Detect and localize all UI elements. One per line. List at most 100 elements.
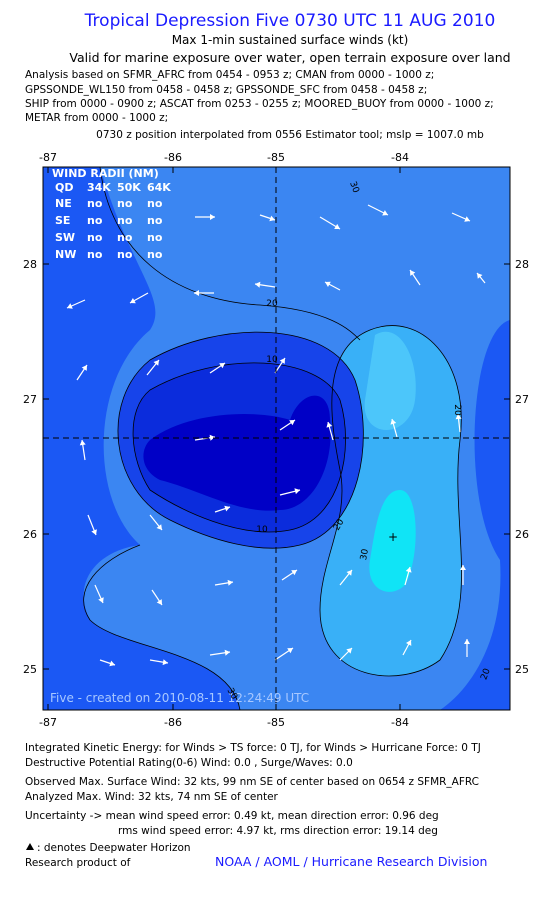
- footer-line: Observed Max. Surface Wind: 32 kts, 99 n…: [25, 776, 479, 788]
- radii-cell: no: [117, 248, 133, 261]
- wind-vector-head: [279, 358, 285, 364]
- wind-vector-head: [79, 440, 86, 446]
- wind-vector-head: [227, 579, 233, 586]
- analysis-line: SHIP from 0000 - 0900 z; ASCAT from 0253…: [25, 98, 494, 110]
- lat-label: 25: [23, 663, 37, 676]
- lat-label: 28: [515, 258, 529, 271]
- wind-vector-head: [346, 570, 352, 576]
- wind-vector-head: [224, 649, 230, 656]
- wind-vector-head: [224, 505, 230, 512]
- lon-label: -84: [391, 151, 409, 164]
- radii-cell: no: [147, 248, 163, 261]
- validity: Valid for marine exposure over water, op…: [69, 50, 510, 65]
- radii-cell: SE: [55, 214, 70, 227]
- radii-header: 34K: [87, 181, 111, 194]
- wind-vector-head: [194, 290, 199, 296]
- wind-vector-head: [269, 215, 275, 222]
- wind-vector-head: [67, 303, 73, 309]
- wind-vector-head: [455, 414, 462, 420]
- created-note: Five - created on 2010-08-11 12:24:49 UT…: [50, 691, 309, 705]
- contour-label: 20: [479, 667, 492, 681]
- center-marker: +: [388, 530, 398, 544]
- radii-cell: SW: [55, 231, 75, 244]
- lon-label: -86: [164, 716, 182, 729]
- wind-contour: [364, 331, 416, 430]
- radii-cell: no: [147, 214, 163, 227]
- wind-vector-head: [410, 270, 416, 276]
- wind-vector-head: [464, 639, 470, 644]
- lon-label: -84: [391, 716, 409, 729]
- position-note: 0730 z position interpolated from 0556 E…: [96, 129, 484, 141]
- wind-vector-head: [334, 223, 340, 229]
- wind-vector-head: [81, 365, 87, 371]
- radii-cell: no: [87, 248, 103, 261]
- radii-cell: NE: [55, 197, 72, 210]
- subtitle: Max 1-min sustained surface winds (kt): [172, 33, 409, 47]
- lat-label: 27: [23, 393, 37, 406]
- contour-label: 30: [347, 180, 360, 194]
- radii-header: 50K: [117, 181, 141, 194]
- radii-cell: no: [147, 197, 163, 210]
- lon-label: -87: [39, 716, 57, 729]
- analysis-line: GPSSONDE_WL150 from 0458 - 0458 z; GPSSO…: [25, 84, 427, 96]
- contour-label: 20: [452, 404, 462, 416]
- wind-vector-head: [109, 660, 115, 667]
- wind-vector-head: [287, 648, 293, 654]
- wind-vector-head: [289, 420, 295, 426]
- contour-label: 20: [266, 299, 278, 309]
- radii-header: QD: [55, 181, 73, 194]
- wind-contour: [369, 490, 416, 592]
- wind-vector-head: [162, 659, 168, 666]
- lat-label: 25: [515, 663, 529, 676]
- footer-line: rms wind speed error: 4.97 kt, rms direc…: [118, 825, 438, 837]
- wind-vector-head: [464, 216, 470, 222]
- radii-cell: no: [147, 231, 163, 244]
- wind-contour: [143, 395, 331, 511]
- wind-vector-head: [406, 640, 412, 646]
- organization: NOAA / AOML / Hurricane Research Divisio…: [215, 854, 487, 869]
- wind-vector-head: [156, 524, 162, 530]
- wind-vector-head: [326, 422, 333, 428]
- lat-label: 28: [23, 258, 37, 271]
- wind-vector-head: [477, 273, 483, 279]
- research-label: Research product of: [25, 857, 131, 869]
- radii-cell: no: [117, 231, 133, 244]
- wind-vector-head: [291, 570, 297, 576]
- legend-note: : denotes Deepwater Horizon: [37, 842, 191, 854]
- wind-vector-head: [255, 281, 261, 288]
- wind-vector-head: [346, 648, 352, 654]
- lon-label: -85: [267, 716, 285, 729]
- title: Tropical Depression Five 0730 UTC 11 AUG…: [84, 11, 496, 31]
- wind-vector-head: [210, 214, 215, 220]
- lon-label: -86: [164, 151, 182, 164]
- wind-vector-head: [382, 210, 388, 216]
- lat-label: 26: [515, 528, 529, 541]
- footer-line: Uncertainty -> mean wind speed error: 0.…: [25, 810, 439, 822]
- footer-line: Integrated Kinetic Energy: for Winds > T…: [25, 742, 481, 754]
- wind-vector-head: [130, 297, 136, 304]
- radii-cell: no: [87, 214, 103, 227]
- analysis-line: Analysis based on SFMR_AFRC from 0454 - …: [25, 69, 434, 81]
- wind-vector-head: [98, 597, 104, 603]
- wind-vector-head: [91, 529, 97, 535]
- footer-line: Analyzed Max. Wind: 32 kts, 74 nm SE of …: [25, 791, 279, 803]
- lon-label: -85: [267, 151, 285, 164]
- wind-vector-head: [325, 281, 331, 287]
- map: + Five - created on 2010-08-11 12:24:49 …: [42, 166, 511, 711]
- wind-vector-head: [460, 565, 466, 570]
- radii-cell: no: [117, 214, 133, 227]
- radii-cell: no: [87, 197, 103, 210]
- radii-title: WIND RADII (NM): [52, 167, 159, 180]
- analysis-line: METAR from 0000 - 1000 z;: [25, 112, 168, 124]
- wind-vector-head: [156, 599, 162, 605]
- lat-label: 26: [23, 528, 37, 541]
- wind-vector-head: [294, 488, 300, 495]
- contour-label: 10: [266, 355, 278, 365]
- contour-label: 30: [359, 548, 371, 561]
- wind-vector-head: [209, 434, 215, 441]
- platform-icon: [26, 843, 34, 850]
- radii-cell: no: [87, 231, 103, 244]
- radii-cell: NW: [55, 248, 76, 261]
- contour-lines: [83, 167, 462, 710]
